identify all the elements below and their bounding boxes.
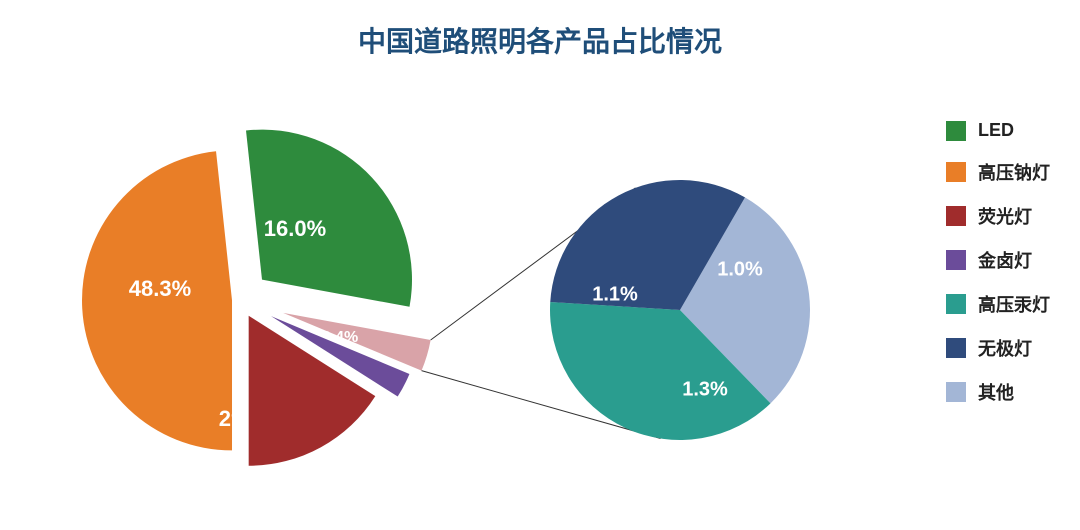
slice-label: 1.1% — [592, 283, 638, 305]
legend-label: LED — [978, 120, 1014, 141]
legend-swatch — [946, 206, 966, 226]
secondary-pie: 1.0% 1.3% 1.1% — [550, 180, 810, 440]
legend-item: LED — [946, 120, 1050, 141]
legend-swatch — [946, 294, 966, 314]
slice-label: 48.3% — [129, 276, 191, 301]
legend-label: 高压钠灯 — [978, 159, 1050, 185]
chart-title: 中国道路照明各产品占比情况 — [0, 20, 1080, 60]
legend-swatch — [946, 162, 966, 182]
legend-label: 其他 — [978, 379, 1014, 405]
legend-item: 无极灯 — [946, 335, 1050, 361]
legend-label: 金卤灯 — [978, 247, 1032, 273]
legend-label: 荧光灯 — [978, 203, 1032, 229]
legend: LED 高压钠灯荧光灯金卤灯高压汞灯无极灯其他 — [946, 120, 1050, 423]
legend-label: 无极灯 — [978, 335, 1032, 361]
legend-swatch — [946, 382, 966, 402]
legend-item: 高压钠灯 — [946, 159, 1050, 185]
legend-swatch — [946, 121, 966, 141]
slice-label: 16.0% — [264, 216, 326, 241]
slice-label: 1.3% — [682, 378, 728, 400]
legend-item: 金卤灯 — [946, 247, 1050, 273]
legend-label: 高压汞灯 — [978, 291, 1050, 317]
legend-item: 荧光灯 — [946, 203, 1050, 229]
pie-charts-canvas: 48.3%29.6%3.4%2.7%16.0% 1.0%1.3%1.1% — [0, 70, 1080, 530]
slice-label: 1.0% — [717, 258, 763, 280]
slice-label: 2.7% — [322, 301, 358, 318]
legend-item: 其他 — [946, 379, 1050, 405]
main-pie: 48.3%29.6%3.4%2.7%16.0% — [82, 130, 431, 466]
legend-item: 高压汞灯 — [946, 291, 1050, 317]
legend-swatch — [946, 250, 966, 270]
legend-swatch — [946, 338, 966, 358]
pie-slice-高压钠灯 — [82, 151, 232, 450]
